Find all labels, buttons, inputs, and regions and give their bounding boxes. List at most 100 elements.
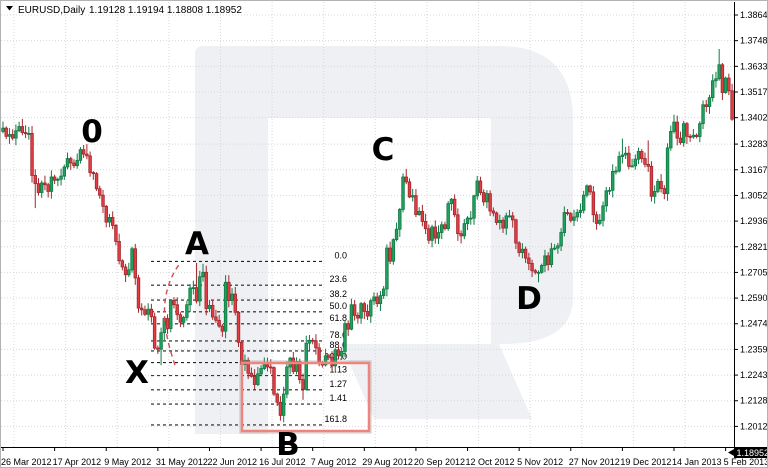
candle: [530, 259, 534, 278]
candle-body-down: [423, 221, 428, 230]
candle-body-up: [201, 271, 205, 278]
candle-body-up: [411, 195, 415, 198]
candle-body-down: [427, 228, 431, 241]
pattern-label-D[interactable]: D: [516, 281, 542, 317]
pattern-label-B[interactable]: B: [276, 427, 300, 463]
candle-body-down: [594, 214, 599, 224]
candle: [562, 206, 567, 237]
candle-body-up: [14, 130, 18, 139]
price-axis[interactable]: 1.38640 1.37485 1.36330 1.35175 1.34020 1.328…: [734, 10, 768, 431]
candle-body-up: [169, 299, 173, 329]
candle: [78, 147, 83, 164]
price-axis-label: 1.28210: [740, 242, 768, 252]
candle: [210, 299, 215, 320]
price-tag-pointer: [728, 448, 735, 457]
candle: [507, 209, 512, 218]
candle: [101, 189, 105, 213]
candle: [133, 243, 137, 285]
candle: [65, 152, 70, 170]
candle-body-up: [620, 154, 625, 157]
candle: [207, 299, 212, 313]
candle-body-up: [281, 393, 286, 416]
candle: [627, 145, 631, 170]
candle-body-up: [185, 304, 189, 318]
pattern-label-0[interactable]: 0: [81, 114, 103, 150]
date-label: 14 Jan 2013: [672, 457, 722, 467]
candle: [375, 292, 379, 308]
candle-body-up: [159, 332, 163, 350]
date-label: 12 Oct 2012: [466, 457, 515, 467]
pattern-label-C[interactable]: C: [372, 132, 395, 168]
candle: [691, 129, 696, 139]
candle-body-down: [533, 270, 537, 273]
candle: [204, 265, 208, 316]
candles: [1, 48, 734, 423]
candle-body-down: [678, 137, 683, 143]
candle: [149, 303, 154, 323]
candle: [369, 298, 373, 323]
candle: [407, 178, 412, 199]
candle-body-down: [88, 155, 92, 173]
candle: [7, 128, 12, 144]
candle-body-up: [323, 355, 328, 366]
candle: [288, 356, 292, 375]
date-label: 27 Nov 2012: [569, 457, 620, 467]
axes: [1, 2, 767, 448]
candle: [565, 209, 570, 216]
candle-body-up: [230, 293, 234, 301]
candle-body-down: [120, 260, 125, 268]
symbol-dropdown-triangle-icon[interactable]: [6, 6, 13, 11]
candle-body-up: [294, 361, 299, 372]
candle: [4, 126, 8, 140]
candle-body-down: [291, 357, 296, 372]
pattern-label-X[interactable]: X: [125, 355, 149, 391]
candle-body-up: [665, 147, 670, 195]
candle: [88, 151, 92, 177]
impulse-arc[interactable]: [163, 261, 182, 366]
candle-body-down: [459, 233, 463, 237]
pattern-label-A[interactable]: A: [185, 226, 209, 262]
candle: [223, 275, 228, 339]
price-axis-label: 1.32830: [740, 139, 768, 149]
candle-body-up: [507, 215, 512, 218]
candle: [633, 154, 637, 170]
candle: [372, 292, 376, 305]
candle: [540, 263, 544, 274]
candle: [433, 220, 437, 244]
candle-body-down: [688, 135, 692, 138]
highlight-box[interactable]: [240, 361, 371, 433]
price-tag-box: [734, 447, 767, 458]
candle-body-down: [69, 158, 73, 164]
candle-body-up: [630, 165, 634, 168]
candle-body-up: [485, 193, 489, 203]
time-axis[interactable]: 26 Mar 2012 17 Apr 2012 9 May 2012 31 May 2…: [1, 447, 768, 468]
date-label: 20 Sep 2012: [414, 457, 465, 467]
candle-body-down: [46, 184, 50, 192]
candle-body-down: [514, 219, 518, 244]
candle: [517, 241, 521, 257]
candle: [656, 178, 660, 194]
candle-body-down: [114, 225, 118, 242]
candle: [478, 176, 483, 196]
candle-body-down: [136, 277, 141, 309]
candle-body-up: [469, 217, 473, 220]
candle: [91, 171, 96, 180]
candle: [98, 185, 102, 199]
candle-body-down: [52, 176, 57, 181]
candle: [440, 221, 444, 240]
candle-body-down: [452, 198, 457, 216]
candle: [588, 184, 592, 195]
candle: [152, 312, 157, 350]
candle-body-up: [381, 288, 386, 297]
candle-body-down: [310, 339, 315, 342]
candle-body-down: [140, 307, 144, 311]
candle: [327, 353, 331, 360]
candle: [430, 224, 434, 248]
candle-body-up: [401, 176, 405, 210]
candle-body-down: [501, 219, 505, 229]
candle-body-down: [233, 293, 237, 313]
candle: [607, 187, 612, 195]
candle: [694, 133, 699, 139]
candle-body-up: [436, 232, 441, 239]
